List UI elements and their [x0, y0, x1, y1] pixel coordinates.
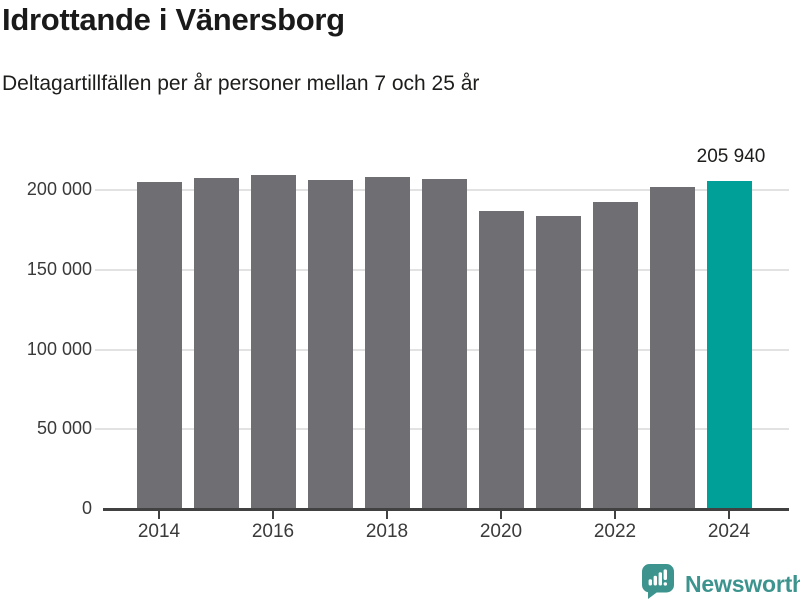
chart-title: Idrottande i Vänersborg	[2, 2, 345, 37]
y-axis-label: 200 000	[26, 179, 92, 199]
x-axis-label: 2014	[137, 521, 181, 542]
x-axis-tick	[158, 510, 160, 519]
chart-subtitle: Deltagartillfällen per år personer mella…	[2, 72, 480, 95]
bar-2019	[421, 178, 467, 509]
x-axis-tick	[386, 510, 388, 519]
bar-2018	[364, 177, 410, 509]
bar-2015	[193, 177, 239, 509]
x-axis-tick	[614, 510, 616, 519]
bar-2022	[592, 202, 638, 509]
y-axis-label: 50 000	[36, 418, 92, 439]
newsworthy-logo-icon	[641, 563, 676, 600]
x-axis-tick	[728, 510, 730, 519]
x-axis-tick	[500, 510, 502, 519]
bar-2021	[535, 216, 581, 509]
bar-2014	[136, 182, 182, 509]
bar-2024	[706, 180, 752, 509]
y-axis-label: 100 000	[26, 338, 92, 359]
highlight-value-label: 205 940	[696, 146, 766, 167]
x-axis-label: 2018	[365, 521, 409, 542]
bar-2016	[250, 175, 296, 509]
x-axis-line	[103, 508, 789, 511]
x-axis-label: 2016	[251, 521, 295, 542]
bar-2023	[649, 186, 695, 509]
x-axis-label: 2020	[479, 521, 523, 542]
brand-name: Newsworthy	[685, 570, 800, 597]
x-axis-tick	[272, 510, 274, 519]
brand-footer: Newsworthy	[641, 563, 800, 600]
bar-2020	[478, 211, 524, 509]
x-axis-label: 2024	[707, 521, 751, 542]
y-axis-label: 150 000	[26, 258, 92, 279]
y-axis-label: 0	[81, 498, 92, 518]
x-axis-label: 2022	[593, 521, 637, 542]
bar-2017	[307, 180, 353, 509]
